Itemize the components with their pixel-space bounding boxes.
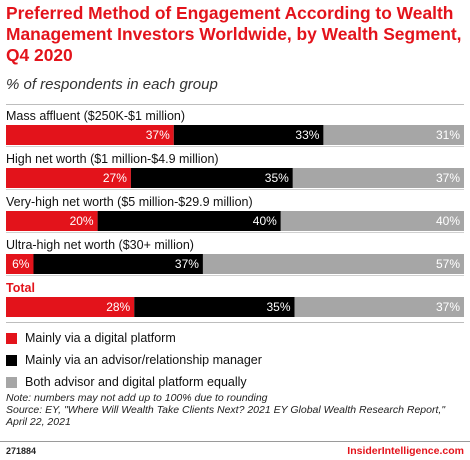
bar-segment xyxy=(280,211,464,231)
category-label: Ultra-high net worth ($30+ million) xyxy=(6,238,194,252)
legend-swatch-both xyxy=(6,376,17,388)
bar-value-label: 27% xyxy=(103,171,127,185)
bar-value-label: 31% xyxy=(436,128,460,142)
chart-id: 271884 xyxy=(6,446,37,456)
legend-label-digital: Mainly via a digital platform xyxy=(25,331,176,345)
bar-segment xyxy=(134,297,295,317)
bar-value-label: 35% xyxy=(265,171,289,185)
category-label: Mass affluent ($250K-$1 million) xyxy=(6,109,185,123)
bar-value-label: 37% xyxy=(175,257,199,271)
bar-segment xyxy=(97,211,281,231)
legend-item-advisor: Mainly via an advisor/relationship manag… xyxy=(6,349,262,371)
bar-segment xyxy=(294,297,464,317)
bar-segment xyxy=(33,254,203,274)
category-label: Total xyxy=(6,281,35,295)
legend-rule xyxy=(6,322,464,323)
bar-value-label: 37% xyxy=(146,128,170,142)
bar-value-label: 40% xyxy=(253,214,277,228)
bar-value-label: 33% xyxy=(295,128,319,142)
bar-value-label: 28% xyxy=(106,300,130,314)
source-text: Source: EY, "Where Will Wealth Take Clie… xyxy=(6,404,446,428)
note-text: Note: numbers may not add up to 100% due… xyxy=(6,392,268,404)
bar-value-label: 20% xyxy=(70,214,94,228)
bar-segment xyxy=(6,211,98,231)
category-label: High net worth ($1 million-$4.9 million) xyxy=(6,152,219,166)
stacked-bar-chart: Mass affluent ($250K-$1 million) 37% 33% 31… xyxy=(6,109,464,317)
bar-segment xyxy=(173,125,324,145)
category-label: Very-high net worth ($5 million-$29.9 mi… xyxy=(6,195,253,209)
bar-segment xyxy=(6,297,135,317)
legend-swatch-digital xyxy=(6,332,17,344)
bar-segment xyxy=(6,168,131,188)
chart-title: Preferred Method of Engagement According… xyxy=(6,3,462,65)
legend-label-advisor: Mainly via an advisor/relationship manag… xyxy=(25,353,262,367)
legend-label-both: Both advisor and digital platform equall… xyxy=(25,375,247,389)
bar-value-label: 6% xyxy=(12,257,30,271)
bar-value-label: 40% xyxy=(436,214,460,228)
bar-value-label: 35% xyxy=(267,300,291,314)
bar-value-label: 57% xyxy=(436,257,460,271)
legend: Mainly via a digital platform Mainly via… xyxy=(6,327,262,393)
top-rule xyxy=(6,104,464,105)
legend-item-both: Both advisor and digital platform equall… xyxy=(6,371,262,393)
bar-segment xyxy=(323,125,464,145)
bar-segment xyxy=(292,168,464,188)
bar-segment xyxy=(202,254,464,274)
chart-subtitle: % of respondents in each group xyxy=(6,76,218,93)
bar-segment xyxy=(6,254,34,274)
bar-segment xyxy=(130,168,293,188)
legend-item-digital: Mainly via a digital platform xyxy=(6,327,262,349)
brand-link[interactable]: InsiderIntelligence.com xyxy=(347,445,464,457)
footer-rule xyxy=(0,441,470,442)
bar-segment xyxy=(6,125,174,145)
bar-value-label: 37% xyxy=(436,171,460,185)
bar-value-label: 37% xyxy=(436,300,460,314)
chart-notes: Note: numbers may not add up to 100% due… xyxy=(6,392,446,428)
legend-swatch-advisor xyxy=(6,354,17,366)
